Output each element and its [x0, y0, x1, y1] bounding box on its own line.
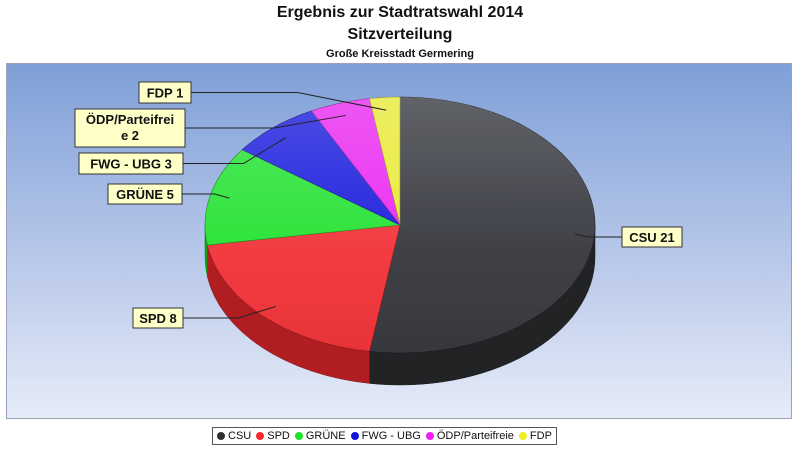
data-label-text: FDP 1: [147, 86, 184, 101]
data-labels: CSU 21 SPD 8 GRÜNE 5 FWG - UBG 3 ÖDP/Parteif…: [74, 81, 683, 329]
chart-subtitle-location: Große Kreisstadt Germering: [326, 48, 474, 60]
legend-label: FWG - UBG: [361, 430, 421, 442]
legend-swatch: [518, 432, 527, 440]
label-leader-line: [185, 114, 346, 129]
legend-swatch: [350, 432, 359, 440]
legend-label: GRÜNE: [305, 430, 346, 442]
legend-swatch: [217, 432, 225, 440]
data-label-text: CSU 21: [629, 230, 675, 245]
data-label-text: FWG - UBG 3: [90, 157, 172, 172]
legend-item-fwg-ubg: FWG - UBG: [350, 430, 421, 442]
legend-label: CSU: [228, 430, 252, 442]
data-label-fwg-ubg: FWG - UBG 3: [78, 152, 184, 175]
legend-item-fdp: FDP: [518, 430, 552, 442]
label-leader-line: [183, 305, 277, 319]
legend-item-gr-ne: GRÜNE: [294, 430, 346, 442]
legend-label: SPD: [267, 430, 290, 442]
data-label-csu: CSU 21: [621, 226, 683, 248]
label-leader-line: [191, 92, 387, 111]
chart-subtitle: Sitzverteilung: [347, 26, 453, 43]
label-leader-line: [182, 193, 230, 199]
data-label-gr-ne: GRÜNE 5: [107, 183, 183, 205]
data-label-spd: SPD 8: [132, 307, 184, 329]
data-label-text: SPD 8: [139, 311, 177, 326]
legend-swatch: [256, 432, 265, 440]
legend-swatch: [425, 432, 434, 440]
legend-item-csu: CSU: [217, 430, 251, 442]
legend-swatch: [294, 432, 303, 440]
data-label--dp-parteifreie: ÖDP/Parteifrei e 2: [74, 108, 186, 148]
legend-item-spd: SPD: [256, 430, 290, 442]
data-label-text: ÖDP/Parteifrei e 2: [86, 112, 174, 143]
legend-item--dp-parteifreie: ÖDP/Parteifreie: [425, 430, 514, 442]
label-leader-line: [574, 233, 622, 238]
legend-label: FDP: [529, 430, 552, 442]
data-label-fdp: FDP 1: [138, 81, 192, 104]
legend: CSU SPD GRÜNE FWG - UBG ÖDP/Parteifreie FDP: [212, 427, 557, 445]
pie-slices: [204, 96, 596, 354]
legend-label: ÖDP/Parteifreie: [436, 430, 514, 442]
chart-title: Ergebnis zur Stadtratswahl 2014: [276, 4, 524, 21]
data-label-text: GRÜNE 5: [116, 187, 174, 202]
pie-slice-spd: [207, 224, 401, 352]
label-leader-line: [183, 136, 287, 164]
